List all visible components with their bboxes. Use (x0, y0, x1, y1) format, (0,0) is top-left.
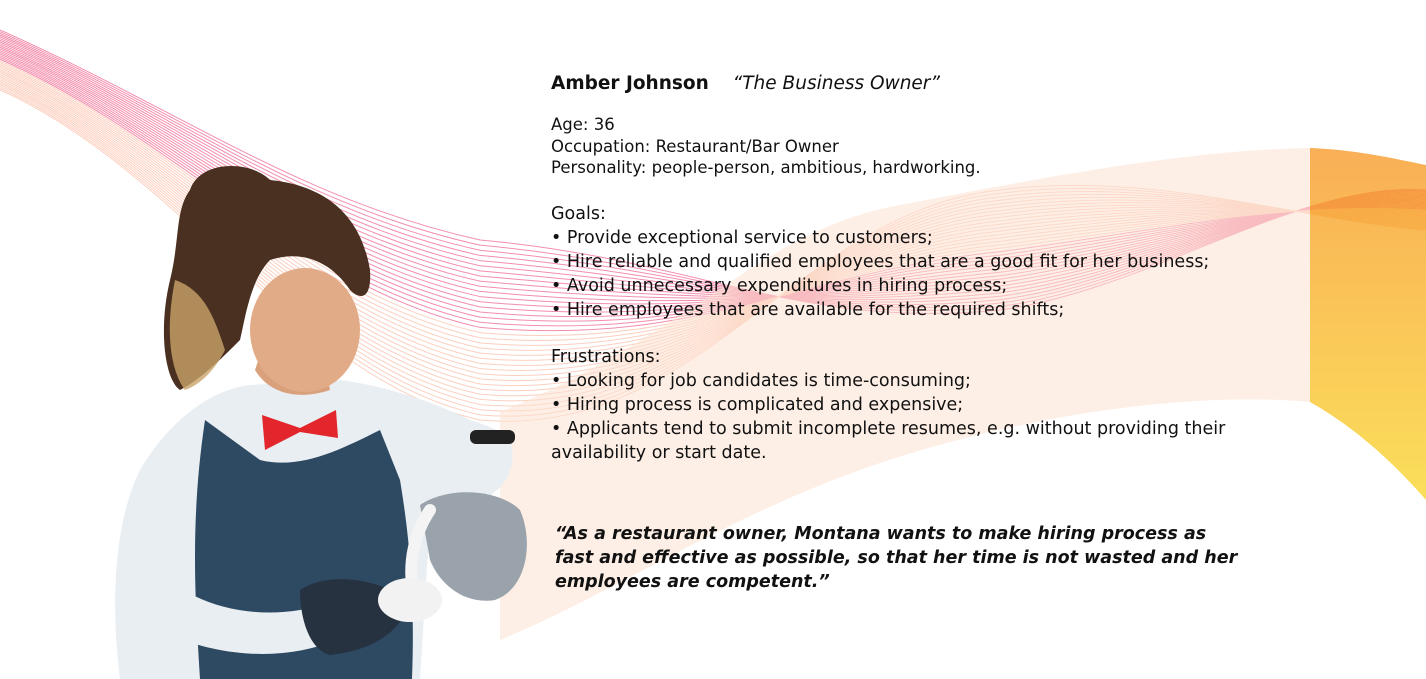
face (250, 268, 360, 392)
frustrations-title: Frustrations: (551, 346, 661, 367)
persona-age: Age: 36 (551, 115, 615, 134)
milk-pitcher (420, 492, 527, 601)
goal-item: • Avoid unnecessary expenditures in hiri… (551, 275, 1008, 296)
goals-title: Goals: (551, 203, 606, 224)
persona-personality: Personality: people-person, ambitious, h… (551, 158, 981, 177)
frustration-item: • Hiring process is complicated and expe… (551, 394, 964, 415)
persona-details: Age: 36 Occupation: Restaurant/Bar Owner… (551, 114, 1241, 179)
frustrations-list: • Looking for job candidates is time-con… (551, 369, 1241, 465)
persona-occupation: Occupation: Restaurant/Bar Owner (551, 136, 839, 156)
frustration-item: • Applicants tend to submit incomplete r… (551, 418, 1226, 463)
orange-wave-band (1310, 148, 1426, 500)
watch (470, 430, 515, 444)
bow-tie (262, 410, 338, 450)
goals-section: Goals: • Provide exceptional service to … (551, 202, 1241, 322)
right-arm (150, 560, 340, 654)
goal-item: • Provide exceptional service to custome… (551, 227, 933, 248)
goals-list: • Provide exceptional service to custome… (551, 226, 1241, 322)
persona-quote: “As a restaurant owner, Montana wants to… (555, 524, 1238, 592)
peach-wave-band (500, 148, 1310, 640)
frustration-item: • Looking for job candidates is time-con… (551, 370, 971, 391)
persona-header: Amber Johnson “The Business Owner” (551, 72, 1241, 96)
persona-role: “The Business Owner” (732, 73, 940, 94)
persona-card: Amber Johnson “The Business Owner” Age: … (551, 72, 1241, 465)
frustrations-section: Frustrations: • Looking for job candidat… (551, 345, 1241, 465)
goal-item: • Hire employees that are available for … (551, 299, 1065, 320)
hair-highlight (169, 280, 225, 390)
coffee-cup (378, 578, 442, 622)
goal-item: • Hire reliable and qualified employees … (551, 251, 1210, 272)
persona-name: Amber Johnson (551, 73, 709, 94)
